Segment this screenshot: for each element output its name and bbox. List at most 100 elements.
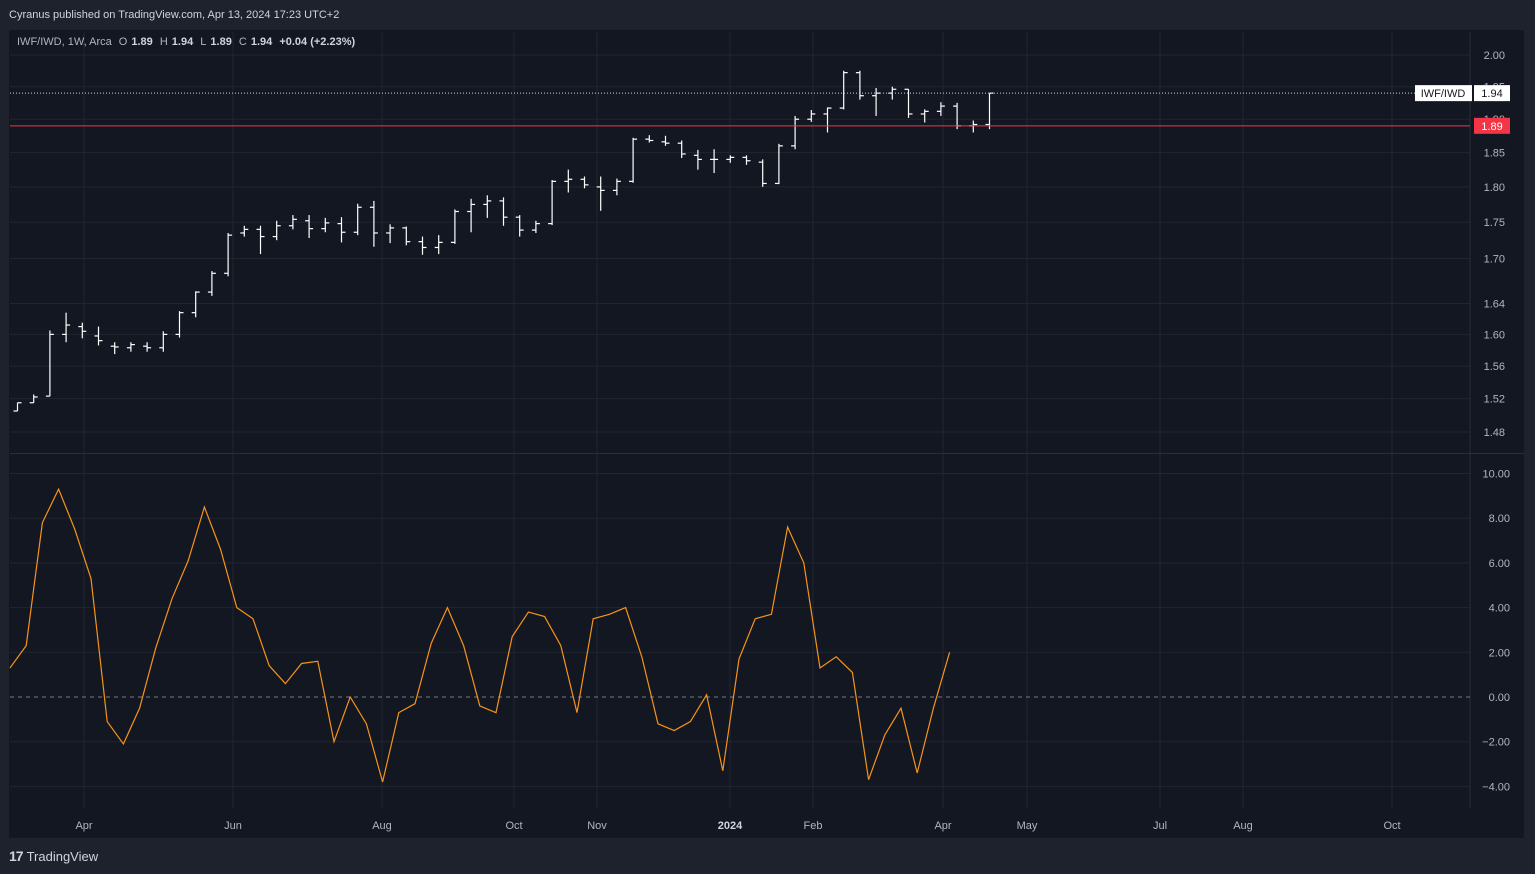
oscillator-tick-label: 8.00 [1489, 513, 1510, 525]
price-tick-label: 2.00 [1484, 50, 1505, 62]
legend-symbol: IWF/IWD, 1W, Arca [17, 36, 112, 48]
ohlc-bars [13, 70, 994, 412]
ohlc-bar [612, 178, 621, 196]
oscillator-series [9, 487, 1470, 783]
oscillator-tick-label: −2.00 [1482, 737, 1510, 749]
price-tick-label: 1.75 [1484, 217, 1505, 229]
ohlc-bar [434, 235, 443, 255]
ohlc-bar [369, 200, 378, 247]
ohlc-bar [629, 137, 638, 183]
ohlc-bar [645, 135, 654, 143]
grid [10, 32, 1524, 808]
price-tick-label: 1.64 [1484, 298, 1505, 310]
time-label: Apr [75, 820, 92, 832]
time-label: Aug [372, 820, 392, 832]
legend-open-label: O [118, 36, 128, 48]
ohlc-bar [418, 236, 427, 255]
time-label: Feb [804, 820, 823, 832]
ohlc-bar [872, 87, 881, 116]
ohlc-bar [693, 149, 702, 170]
ohlc-bar [159, 331, 168, 352]
ohlc-bar [191, 291, 200, 318]
hline-tag: 1.89 [1474, 117, 1510, 134]
ohlc-bar [321, 217, 330, 233]
symbol-legend[interactable]: IWF/IWD, 1W, Arca O 1.89 H 1.94 L 1.89 C 1.9… [17, 36, 355, 48]
time-label: May [1017, 820, 1038, 832]
oscillator-tick-label: 6.00 [1489, 558, 1510, 570]
ohlc-bar [710, 149, 719, 174]
ohlc-bar [207, 271, 216, 296]
time-label: Apr [934, 820, 951, 832]
tradingview-brand-text: TradingView [26, 848, 99, 864]
ohlc-bar [337, 217, 346, 243]
time-label: Aug [1233, 820, 1253, 832]
legend-high-value: 1.94 [171, 36, 194, 48]
ohlc-bar [110, 342, 119, 355]
ohlc-bar [256, 225, 265, 255]
time-label: Jun [224, 820, 242, 832]
oscillator-tick-label: 0.00 [1489, 692, 1510, 704]
publisher-line: Cyranus published on TradingView.com, Ap… [9, 9, 340, 21]
ohlc-bar [29, 394, 38, 404]
ohlc-bar [742, 155, 751, 165]
ohlc-bar [758, 159, 767, 187]
ohlc-bar [904, 88, 913, 118]
oscillator-tick-label: 2.00 [1489, 647, 1510, 659]
ohlc-bar [531, 220, 540, 233]
ohlc-bar [450, 209, 459, 244]
ohlc-bar [45, 330, 54, 397]
ohlc-bar [936, 102, 945, 116]
ohlc-bar [969, 120, 978, 133]
ohlc-bar [661, 135, 670, 146]
ohlc-bar [548, 179, 557, 226]
time-label: Oct [505, 820, 522, 832]
ohlc-bar [62, 312, 71, 343]
legend-low-label: L [200, 36, 207, 48]
time-label: Jul [1153, 820, 1167, 832]
ohlc-bar [483, 195, 492, 218]
price-tick-label: 1.80 [1484, 182, 1505, 194]
ohlc-bar [774, 143, 783, 185]
ohlc-bar [467, 198, 476, 233]
top-bar: Cyranus published on TradingView.com, Ap… [0, 0, 1535, 30]
ohlc-bar [677, 140, 686, 159]
last-price-tag-bg [1474, 85, 1510, 102]
ohlc-bar [855, 70, 864, 100]
ohlc-bar [288, 215, 297, 230]
last-price-tag-label: 1.94 [1481, 88, 1502, 100]
price-tick-label: 1.52 [1484, 394, 1505, 406]
ohlc-bar [94, 326, 103, 346]
price-axis[interactable]: 2.001.951.901.851.801.751.701.641.601.56… [1484, 50, 1505, 439]
price-tick-label: 1.70 [1484, 253, 1505, 265]
ohlc-bar [386, 224, 395, 244]
ohlc-bar [564, 169, 573, 193]
ohlc-bar [985, 92, 994, 130]
time-label: Oct [1383, 820, 1400, 832]
ohlc-bar [823, 107, 832, 133]
legend-change: +0.04 (+2.23%) [279, 36, 356, 48]
overlays: IWF/IWD 1.94 1.89 [10, 85, 1510, 134]
tradingview-brand[interactable]: 17 TradingView [9, 848, 98, 864]
ohlc-bar [499, 197, 508, 226]
ohlc-bar [240, 225, 249, 237]
ohlc-bar [402, 226, 411, 246]
price-tag: IWF/IWD 1.94 [1415, 85, 1510, 102]
time-axis[interactable]: Apr Jun Aug Oct Nov 2024 Feb Apr May Jul Aug Oct [75, 820, 1400, 832]
tradingview-logo-icon: 17 [9, 848, 24, 864]
ohlc-bar [78, 322, 87, 339]
chart-frame[interactable] [9, 30, 1524, 838]
oscillator-tick-label: −4.00 [1482, 781, 1510, 793]
oscillator-tick-label: 4.00 [1489, 603, 1510, 615]
oscillator-axis[interactable]: 10.00 8.00 6.00 4.00 2.00 0.00 −2.00 −4.00 [1482, 469, 1510, 794]
ohlc-bar [13, 402, 22, 412]
legend-low-value: 1.89 [210, 36, 232, 48]
ohlc-bar [515, 215, 524, 237]
ohlc-bar [920, 109, 929, 123]
ohlc-bar [143, 342, 152, 352]
time-label: 2024 [718, 820, 743, 832]
legend-high-label: H [159, 36, 168, 48]
price-tick-label: 1.85 [1484, 148, 1505, 160]
hline-tag-bg [1474, 117, 1510, 134]
ohlc-bar [807, 110, 816, 122]
